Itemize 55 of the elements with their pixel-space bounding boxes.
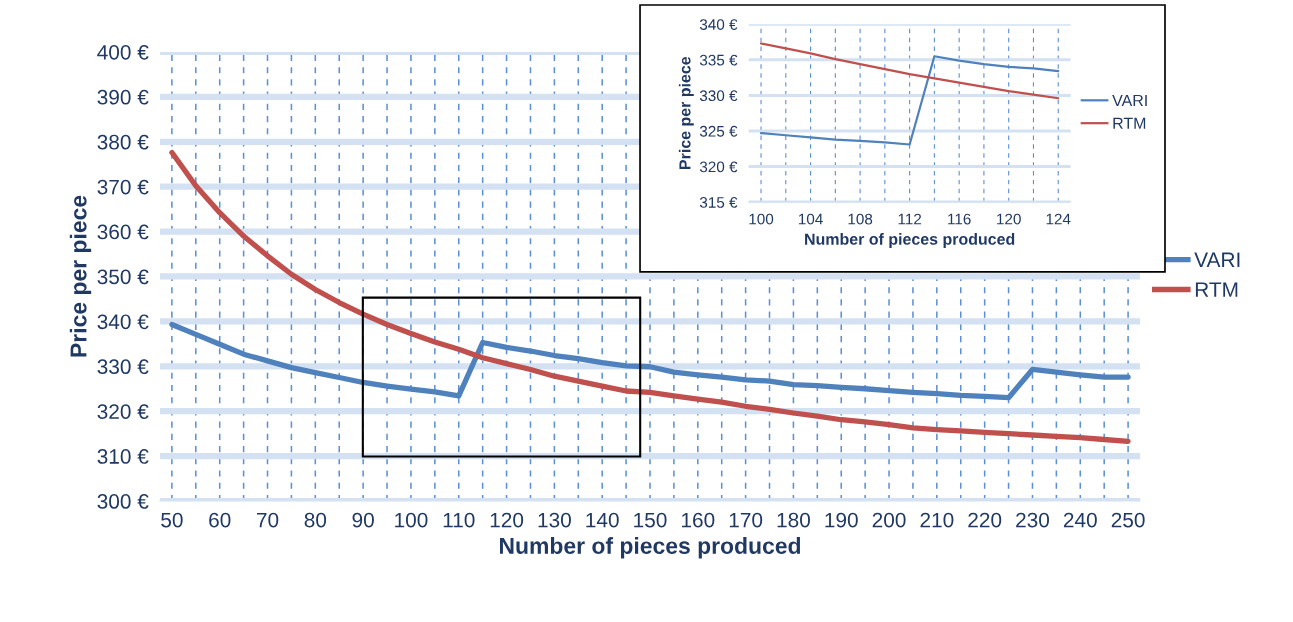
x-tick-label: 116 [948, 213, 971, 225]
y-tick-label: 380 € [97, 134, 149, 150]
x-tick-label: 170 [729, 512, 763, 528]
y-axis-title: Price per piece [678, 56, 694, 169]
x-tick-label: 150 [634, 512, 667, 528]
x-tick-label: 200 [872, 512, 906, 528]
x-tick-label: 230 [1016, 512, 1050, 528]
x-tick-label: 100 [395, 512, 428, 528]
y-tick-label: 325 € [699, 125, 738, 137]
y-tick-label: 340 € [97, 314, 149, 330]
y-tick-label: 390 € [97, 89, 149, 105]
y-tick-label: 320 € [699, 161, 738, 173]
y-tick-label: 330 € [97, 359, 149, 375]
x-tick-label: 210 [920, 512, 954, 528]
x-tick-label: 108 [848, 213, 873, 225]
x-tick-label: 120 [997, 213, 1021, 225]
line-series [759, 55, 1060, 146]
x-tick-label: 180 [777, 512, 810, 528]
x-tick-label: 112 [898, 213, 922, 225]
legend-label: VARI [1112, 94, 1147, 106]
x-tick-label: 240 [1063, 512, 1097, 528]
x-tick-label: 70 [257, 512, 279, 528]
y-tick-label: 315 € [699, 197, 738, 208]
y-tick-label: 400 € [97, 44, 149, 60]
legend-label: RTM [1195, 282, 1238, 297]
y-tick-label: 340 € [699, 19, 738, 30]
x-tick-label: 80 [304, 512, 327, 528]
x-tick-label: 190 [825, 512, 858, 528]
x-tick-label: 160 [682, 512, 715, 528]
x-tick-label: 104 [798, 213, 823, 225]
y-tick-label: 300 € [97, 494, 149, 509]
x-tick-label: 220 [968, 512, 1002, 528]
y-axis-title: Price per piece [69, 195, 92, 357]
x-tick-label: 120 [490, 512, 524, 528]
x-tick-label: 130 [538, 512, 571, 528]
line-series [759, 42, 1060, 100]
legend-label: RTM [1113, 117, 1146, 129]
y-tick-label: 360 € [97, 224, 149, 240]
legend-label: VARI [1194, 252, 1240, 267]
x-axis-title: Number of pieces produced [500, 537, 801, 559]
x-tick-label: 50 [161, 512, 183, 528]
x-tick-label: 100 [749, 213, 774, 225]
y-tick-label: 350 € [97, 269, 149, 285]
x-tick-label: 124 [1046, 213, 1071, 225]
y-tick-label: 310 € [97, 449, 149, 464]
x-tick-label: 140 [586, 512, 619, 528]
y-tick-label: 335 € [699, 54, 738, 66]
x-axis-title: Number of pieces produced [805, 233, 1015, 248]
y-tick-label: 320 € [97, 404, 149, 419]
x-tick-label: 60 [209, 512, 231, 528]
y-tick-label: 370 € [97, 179, 149, 195]
x-tick-label: 110 [443, 512, 475, 528]
x-tick-label: 90 [352, 512, 374, 528]
y-tick-label: 330 € [699, 90, 738, 102]
x-tick-label: 250 [1111, 512, 1145, 528]
